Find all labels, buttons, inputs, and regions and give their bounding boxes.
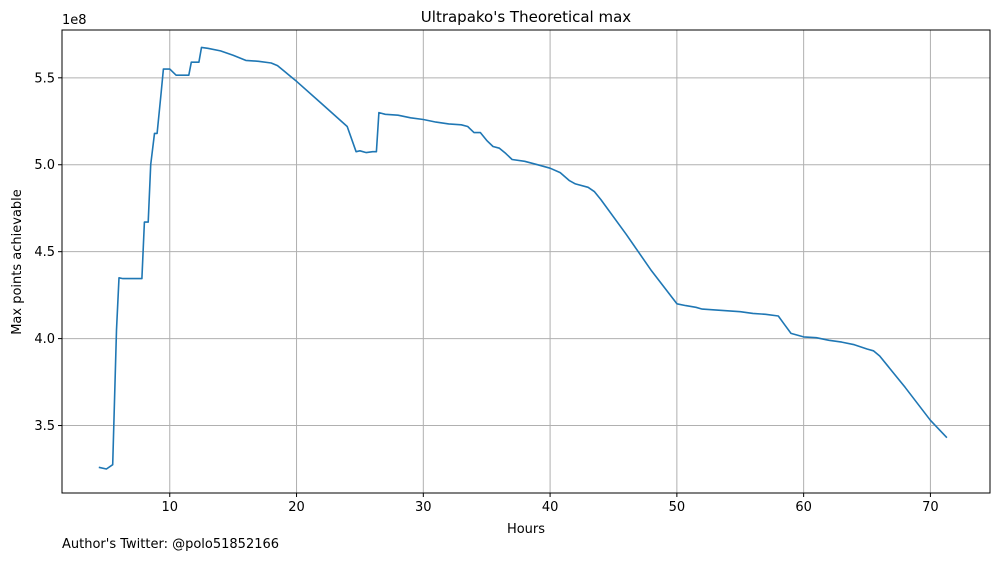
- x-tick-label: 60: [795, 500, 812, 515]
- y-tick-label: 3.5: [34, 419, 55, 434]
- x-tick-label: 10: [161, 500, 178, 515]
- series-layer: [98, 46, 948, 470]
- x-axis-label: Hours: [507, 522, 545, 537]
- x-tick-label: 70: [922, 500, 939, 515]
- x-tick-label: 50: [669, 500, 686, 515]
- author-twitter-footnote: Author's Twitter: @polo51852166: [62, 537, 280, 552]
- x-ticks: 10 20 30 40 50 60 70: [161, 493, 939, 515]
- grid-lines: [62, 30, 990, 493]
- x-tick-label: 30: [415, 500, 432, 515]
- axes-frame: [61, 29, 991, 494]
- y-tick-label: 5.5: [34, 71, 55, 86]
- y-ticks: 3.5 4.0 4.5 5.0 5.5: [34, 71, 62, 434]
- chart-title: Ultrapako's Theoretical max: [421, 8, 632, 26]
- y-tick-label: 4.0: [34, 332, 55, 347]
- y-axis-scale-label: 1e8: [62, 13, 87, 28]
- series-line: [98, 46, 948, 470]
- y-axis-label: Max points achievable: [10, 189, 25, 335]
- y-tick-label: 5.0: [34, 158, 55, 173]
- x-tick-label: 40: [542, 500, 559, 515]
- y-tick-label: 4.5: [34, 245, 55, 260]
- x-tick-label: 20: [288, 500, 305, 515]
